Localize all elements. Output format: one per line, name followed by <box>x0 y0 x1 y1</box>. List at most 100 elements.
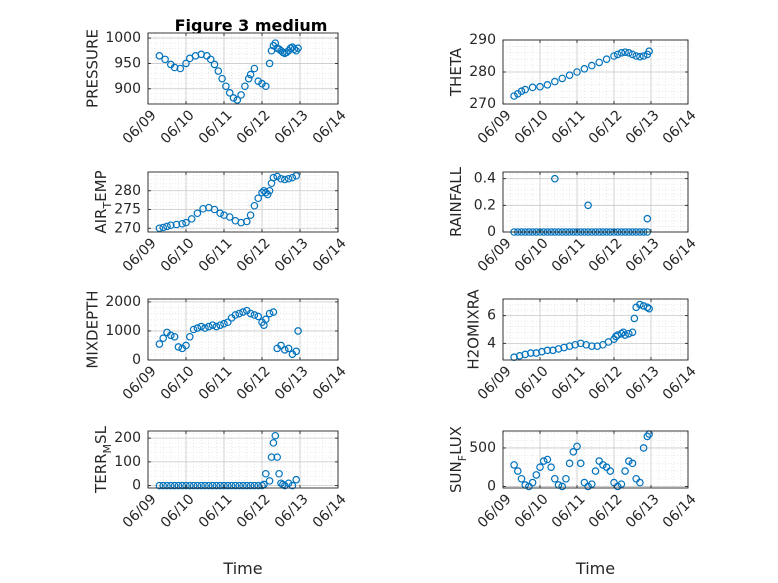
data-point <box>602 55 611 64</box>
x-tick-label: 06/09 <box>475 491 515 531</box>
data-point <box>167 481 175 490</box>
x-tick-label: 06/12 <box>586 491 626 531</box>
x-tick-label: 06/11 <box>549 363 589 403</box>
data-point <box>243 481 251 490</box>
y-tick-label: 200 <box>114 430 141 446</box>
data-point <box>167 221 175 230</box>
data-point <box>225 213 234 221</box>
data-point <box>193 324 202 332</box>
y-tick-label: 0.4 <box>474 171 496 187</box>
data-point <box>159 223 168 232</box>
data-point <box>284 174 293 183</box>
data-point <box>528 83 537 92</box>
data-point <box>613 482 622 491</box>
data-point <box>261 315 270 324</box>
data-point <box>290 45 299 54</box>
data-point <box>532 471 541 479</box>
data-point <box>246 211 255 219</box>
y-tick-label: 1000 <box>105 323 141 339</box>
y-tick-label: 4 <box>487 335 496 351</box>
data-point <box>182 59 190 68</box>
x-tick-label: 06/11 <box>196 363 236 403</box>
y-axis-label: SUNFLUX <box>447 426 469 493</box>
data-point <box>178 481 187 490</box>
data-point <box>214 67 223 75</box>
data-point <box>218 74 226 83</box>
x-tick-label: 06/14 <box>310 235 350 275</box>
data-point <box>163 222 171 231</box>
x-tick-label: 06/12 <box>234 363 274 403</box>
data-point <box>565 459 574 468</box>
data-point <box>292 475 301 484</box>
data-point <box>246 481 255 490</box>
data-point <box>216 321 225 329</box>
y-tick-label: 0.2 <box>474 197 496 213</box>
data-point <box>216 209 225 218</box>
data-point <box>178 219 187 228</box>
x-tick-label: 06/11 <box>549 491 589 531</box>
x-tick-label: 06/12 <box>586 107 626 147</box>
x-tick-label: 06/12 <box>586 363 626 403</box>
x-axis-label: Time <box>575 559 615 578</box>
data-point <box>628 328 637 337</box>
data-point <box>227 481 236 490</box>
data-point <box>261 188 270 197</box>
x-tick-label: 06/13 <box>272 107 312 147</box>
data-point <box>606 467 615 475</box>
data-series <box>510 300 653 362</box>
data-point <box>182 218 190 227</box>
data-point <box>521 85 530 94</box>
data-point <box>170 332 179 341</box>
data-point <box>550 474 559 483</box>
data-point <box>269 173 278 182</box>
data-point <box>186 481 194 490</box>
x-tick-label: 06/12 <box>234 235 274 275</box>
data-point <box>220 319 228 328</box>
data-point <box>222 82 230 91</box>
data-series <box>155 306 302 358</box>
x-tick-label: 06/09 <box>475 235 515 275</box>
data-point <box>170 481 179 490</box>
data-point <box>254 194 263 203</box>
data-point <box>244 74 253 83</box>
data-point <box>573 68 581 76</box>
data-point <box>210 205 219 214</box>
y-tick-label: 275 <box>114 202 141 218</box>
data-series <box>155 39 302 104</box>
data-point <box>239 308 247 316</box>
data-point <box>167 331 175 340</box>
data-point <box>216 481 225 490</box>
data-point <box>224 481 232 490</box>
data-point <box>273 172 282 181</box>
x-tick-label: 06/09 <box>475 107 515 147</box>
data-point <box>288 481 297 490</box>
data-point <box>536 463 544 472</box>
data-point <box>584 201 592 210</box>
data-point <box>621 467 629 475</box>
axes-box <box>147 171 339 233</box>
data-point <box>208 481 217 490</box>
data-point <box>187 215 196 223</box>
data-point <box>543 81 552 89</box>
data-point <box>182 481 190 490</box>
data-point <box>550 77 559 86</box>
y-tick-label: 950 <box>114 55 141 71</box>
data-point <box>284 479 293 488</box>
axes-box <box>147 298 339 361</box>
data-point <box>539 457 548 465</box>
data-series <box>155 431 301 490</box>
x-tick-label: 06/14 <box>660 107 700 147</box>
x-tick-label: 06/14 <box>310 363 350 403</box>
data-point <box>205 481 213 490</box>
data-point <box>250 311 259 319</box>
x-tick-label: 06/10 <box>512 363 552 403</box>
data-point <box>558 74 567 83</box>
y-tick-label: 2000 <box>105 294 141 310</box>
data-point <box>591 467 600 475</box>
data-point <box>193 209 202 218</box>
data-point <box>510 92 518 100</box>
x-tick-label: 06/10 <box>158 235 198 275</box>
data-point <box>645 47 653 56</box>
y-tick-label: 0 <box>487 224 496 240</box>
